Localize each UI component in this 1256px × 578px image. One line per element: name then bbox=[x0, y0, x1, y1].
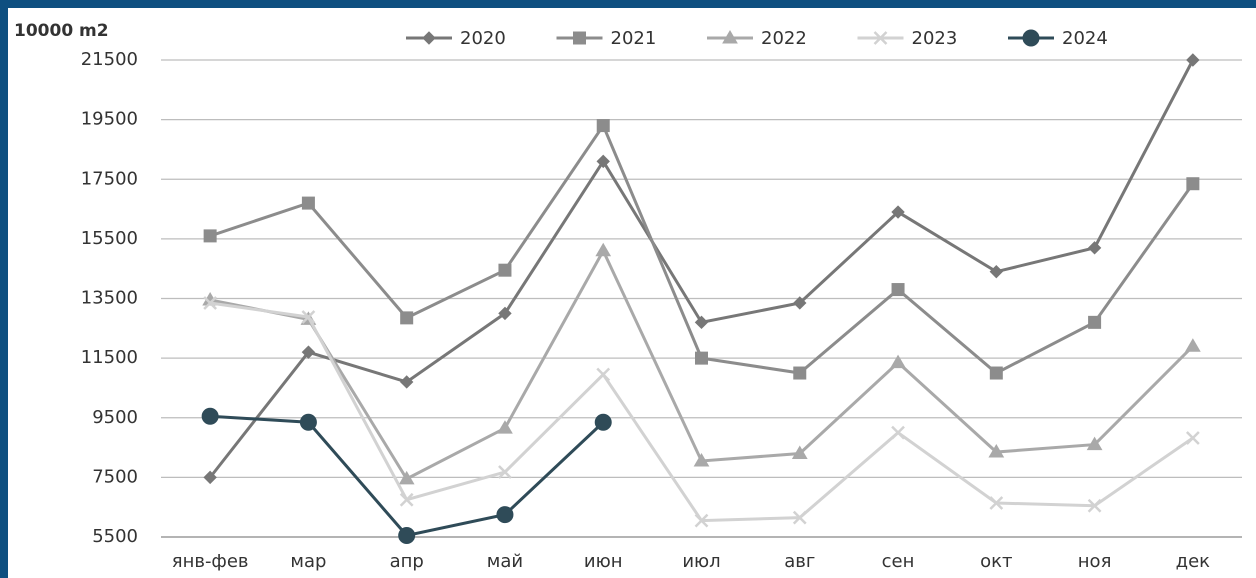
data-point bbox=[301, 196, 315, 210]
legend-marker bbox=[573, 31, 586, 45]
y-tick-label: 13500 bbox=[81, 288, 138, 309]
legend-marker bbox=[722, 30, 738, 44]
data-point bbox=[989, 366, 1003, 380]
x-tick-label: дек bbox=[1176, 551, 1211, 572]
data-point bbox=[1186, 53, 1200, 67]
legend-label: 2023 bbox=[912, 28, 958, 49]
x-tick-label: окт bbox=[980, 551, 1012, 572]
x-tick-label: июл bbox=[682, 551, 720, 572]
legend-marker bbox=[873, 31, 888, 45]
data-point bbox=[299, 413, 317, 431]
data-point bbox=[203, 229, 217, 243]
legend-marker bbox=[1022, 29, 1040, 47]
legend-label: 2021 bbox=[611, 28, 657, 49]
y-tick-label: 15500 bbox=[81, 228, 138, 249]
x-tick-label: янв-фев bbox=[172, 551, 249, 572]
data-point bbox=[693, 452, 710, 467]
x-tick-label: авг bbox=[784, 551, 815, 572]
data-point bbox=[1086, 436, 1103, 451]
chart-panel bbox=[8, 8, 1256, 578]
y-tick-label: 17500 bbox=[81, 168, 138, 189]
y-tick-label: 9500 bbox=[92, 407, 138, 428]
data-point bbox=[890, 354, 906, 369]
legend-marker bbox=[422, 31, 436, 45]
data-point bbox=[399, 375, 414, 389]
legend-label: 2024 bbox=[1062, 28, 1108, 49]
data-point bbox=[1088, 315, 1102, 329]
data-point bbox=[694, 315, 709, 330]
y-tick-label: 21500 bbox=[81, 49, 138, 70]
data-point bbox=[400, 311, 414, 325]
data-point bbox=[791, 445, 808, 460]
data-point bbox=[498, 306, 512, 321]
x-tick-label: июн bbox=[584, 551, 623, 572]
data-point bbox=[793, 296, 807, 310]
data-point bbox=[399, 492, 414, 507]
data-point bbox=[792, 510, 807, 525]
data-point bbox=[594, 413, 612, 431]
data-point bbox=[988, 444, 1005, 458]
data-point bbox=[989, 264, 1004, 279]
y-axis-label: 10000 m2 bbox=[14, 21, 109, 41]
legend-label: 2020 bbox=[460, 28, 506, 49]
y-tick-label: 19500 bbox=[81, 109, 138, 130]
data-point bbox=[596, 119, 610, 133]
data-point bbox=[398, 470, 415, 485]
data-point bbox=[694, 513, 709, 528]
data-point bbox=[891, 425, 905, 440]
data-point bbox=[891, 283, 905, 297]
data-point bbox=[496, 506, 514, 524]
data-point bbox=[1087, 498, 1102, 513]
data-point bbox=[891, 205, 905, 219]
data-point bbox=[497, 420, 513, 434]
data-point bbox=[398, 527, 416, 545]
data-point bbox=[498, 263, 512, 277]
data-point bbox=[989, 496, 1004, 510]
legend-label: 2022 bbox=[761, 28, 807, 49]
data-point bbox=[595, 242, 612, 257]
y-tick-label: 11500 bbox=[81, 347, 138, 368]
x-tick-label: май bbox=[487, 551, 523, 572]
data-point bbox=[301, 310, 316, 324]
data-point bbox=[301, 345, 316, 359]
data-point bbox=[596, 367, 611, 382]
data-point bbox=[203, 470, 217, 485]
data-point bbox=[1087, 241, 1102, 255]
data-point bbox=[596, 154, 610, 169]
x-tick-label: сен bbox=[882, 551, 915, 572]
data-point bbox=[695, 351, 708, 365]
data-point bbox=[1185, 431, 1200, 445]
data-point bbox=[793, 366, 807, 380]
x-tick-label: ноя bbox=[1078, 551, 1112, 572]
data-point bbox=[498, 465, 512, 479]
data-point bbox=[201, 407, 219, 425]
x-tick-label: мар bbox=[290, 551, 326, 572]
data-point bbox=[1186, 177, 1200, 191]
x-tick-label: апр bbox=[390, 551, 424, 572]
y-tick-label: 5500 bbox=[92, 526, 138, 547]
data-point bbox=[203, 296, 218, 310]
data-point bbox=[1184, 338, 1201, 352]
y-tick-label: 7500 bbox=[92, 466, 138, 487]
